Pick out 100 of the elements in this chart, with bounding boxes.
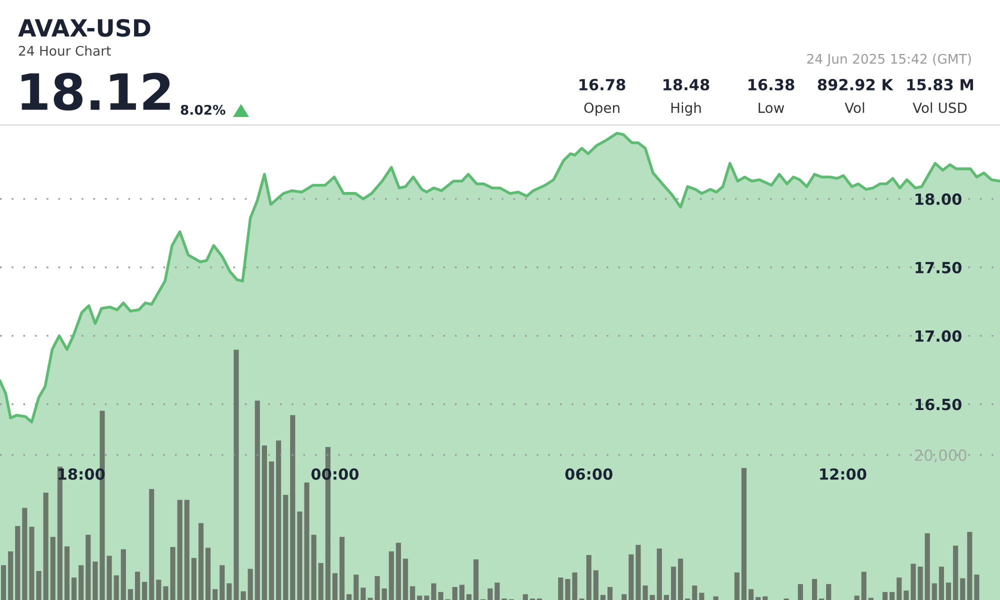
bar	[254, 400, 260, 600]
bar	[918, 566, 923, 600]
text: 18.48	[664, 78, 710, 90]
bar	[748, 589, 754, 600]
bar	[692, 585, 698, 600]
bar	[890, 592, 895, 600]
bar	[798, 584, 803, 600]
bar	[946, 582, 952, 600]
bar	[22, 508, 28, 600]
text: Low	[758, 102, 784, 114]
bar	[854, 596, 860, 600]
bar	[106, 556, 112, 600]
text: 18.12	[22, 72, 170, 111]
bar	[882, 592, 888, 600]
bar	[896, 578, 902, 600]
bar	[473, 559, 479, 600]
bar	[15, 526, 20, 600]
bar	[50, 536, 56, 600]
bar	[0, 565, 6, 600]
bar	[184, 500, 190, 600]
x-tick-label: 06:00	[565, 468, 612, 480]
bar	[120, 549, 126, 600]
bar	[960, 578, 966, 600]
bar	[565, 578, 570, 600]
bar	[276, 440, 282, 600]
text: 24 Jun 2025 15:42 (GMT)	[807, 54, 971, 66]
bar	[72, 578, 77, 600]
y-tick-label: 16.50	[916, 398, 962, 410]
bar	[339, 536, 345, 600]
bar	[932, 583, 937, 600]
bar	[974, 574, 980, 600]
bar	[452, 586, 458, 600]
chart-title: AVAX-USD	[18, 18, 150, 37]
bar	[670, 566, 676, 600]
bar	[402, 558, 408, 600]
bar	[459, 584, 464, 600]
bar	[904, 590, 909, 600]
y2-tick-label: 20,000	[915, 449, 966, 463]
bar	[311, 534, 316, 600]
y-tick-label: 17.00	[916, 330, 962, 342]
bar	[346, 594, 352, 600]
text: High	[671, 102, 701, 116]
bar	[438, 592, 444, 600]
bar	[938, 566, 944, 600]
bar	[114, 575, 119, 600]
bar	[360, 588, 366, 600]
bar	[494, 582, 500, 600]
bar	[226, 583, 232, 600]
x-tick-label: 12:00	[820, 468, 866, 480]
bar	[92, 562, 98, 600]
bar	[812, 578, 818, 600]
bar	[234, 350, 239, 600]
bar	[177, 500, 182, 600]
bar	[64, 546, 70, 600]
bar	[240, 591, 246, 600]
chart-subtitle: 24 Hour Chart	[18, 46, 111, 56]
bar	[586, 555, 592, 600]
bar	[424, 596, 430, 600]
bar	[593, 570, 598, 600]
bar	[128, 589, 134, 600]
bar	[86, 534, 91, 600]
bar	[953, 546, 958, 600]
bar	[826, 584, 832, 600]
bar	[522, 594, 528, 600]
bar	[607, 586, 613, 600]
bar	[149, 489, 154, 600]
bar	[656, 548, 662, 600]
bar	[43, 492, 48, 600]
bar	[558, 578, 564, 600]
bar	[861, 572, 866, 600]
bar	[762, 596, 768, 600]
bar	[622, 594, 627, 600]
bar	[290, 415, 296, 600]
y-tick-label: 18.00	[916, 193, 962, 205]
bar	[78, 565, 84, 600]
bar	[417, 596, 422, 600]
text: 8.02%	[180, 104, 226, 115]
bar	[741, 468, 747, 600]
bar	[212, 589, 218, 600]
text: 16.78	[580, 78, 626, 90]
bar	[678, 558, 684, 600]
bar	[600, 594, 606, 600]
bar	[156, 580, 162, 600]
bar	[206, 548, 211, 600]
bar	[410, 586, 416, 600]
text: Vol USD	[912, 102, 967, 114]
bar	[967, 532, 972, 600]
bar	[283, 494, 288, 600]
bar	[910, 564, 916, 600]
bar	[488, 588, 493, 600]
text: Open	[584, 102, 620, 116]
bar	[664, 594, 669, 600]
bar	[134, 572, 140, 600]
bar	[262, 446, 267, 600]
bar	[332, 573, 338, 600]
text: Vol	[844, 102, 864, 114]
bar	[142, 582, 148, 600]
text: 16.38	[748, 78, 794, 90]
bar	[713, 596, 718, 600]
bar	[382, 588, 387, 600]
